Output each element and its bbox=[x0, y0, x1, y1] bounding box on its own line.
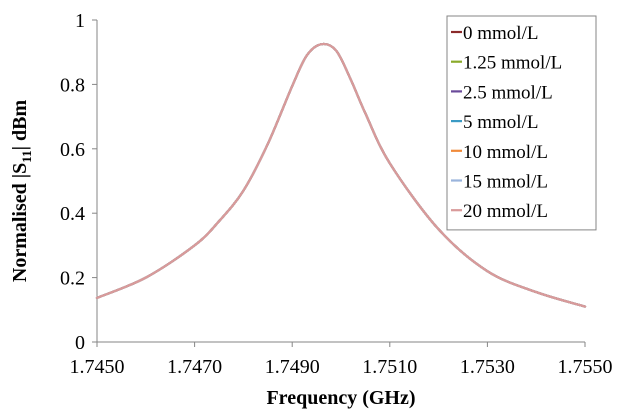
y-axis-title-group: Normalised |S11| dBm bbox=[9, 100, 34, 283]
x-tick-label: 1.7550 bbox=[558, 356, 613, 378]
legend-label: 15 mmol/L bbox=[463, 172, 548, 193]
legend-label: 5 mmol/L bbox=[463, 112, 538, 133]
legend-box bbox=[446, 15, 597, 231]
legend-label: 20 mmol/L bbox=[463, 201, 548, 222]
y-tick-label: 0 bbox=[75, 332, 85, 354]
x-tick-label: 1.7530 bbox=[460, 356, 515, 378]
x-tick-label: 1.7470 bbox=[167, 356, 222, 378]
x-tick-label: 1.7450 bbox=[70, 356, 125, 378]
series-line-6 bbox=[95, 42, 587, 308]
y-axis-title-subscript: 11 bbox=[19, 150, 34, 162]
legend: 0 mmol/L 1.25 mmol/L 2.5 mmol/L 5 mmol/L 10 … bbox=[446, 15, 597, 231]
legend-label: 1.25 mmol/L bbox=[463, 53, 562, 74]
legend-label: 10 mmol/L bbox=[463, 142, 548, 163]
y-tick-label: 0.4 bbox=[60, 203, 85, 225]
x-axis-title: Frequency (GHz) bbox=[266, 387, 415, 409]
x-tick-label: 1.7490 bbox=[265, 356, 320, 378]
y-axis-title-prefix: Normalised |S bbox=[9, 163, 31, 282]
y-axis-title: Normalised |S11| dBm bbox=[9, 100, 34, 283]
y-tick-label: 1 bbox=[75, 10, 85, 32]
y-tick-label: 0.8 bbox=[60, 74, 85, 96]
legend-label: 0 mmol/L bbox=[463, 23, 538, 44]
y-axis-title-suffix: | dBm bbox=[9, 100, 31, 151]
plot-area: 0 0.2 0.4 0.6 0.8 1 1.7450 1.7470 1.7490 1.7510 1.… bbox=[60, 10, 613, 378]
legend-label: 2.5 mmol/L bbox=[463, 82, 553, 103]
y-tick-label: 0.2 bbox=[60, 268, 85, 290]
y-tick-label: 0.6 bbox=[60, 139, 85, 161]
x-tick-label: 1.7510 bbox=[362, 356, 417, 378]
